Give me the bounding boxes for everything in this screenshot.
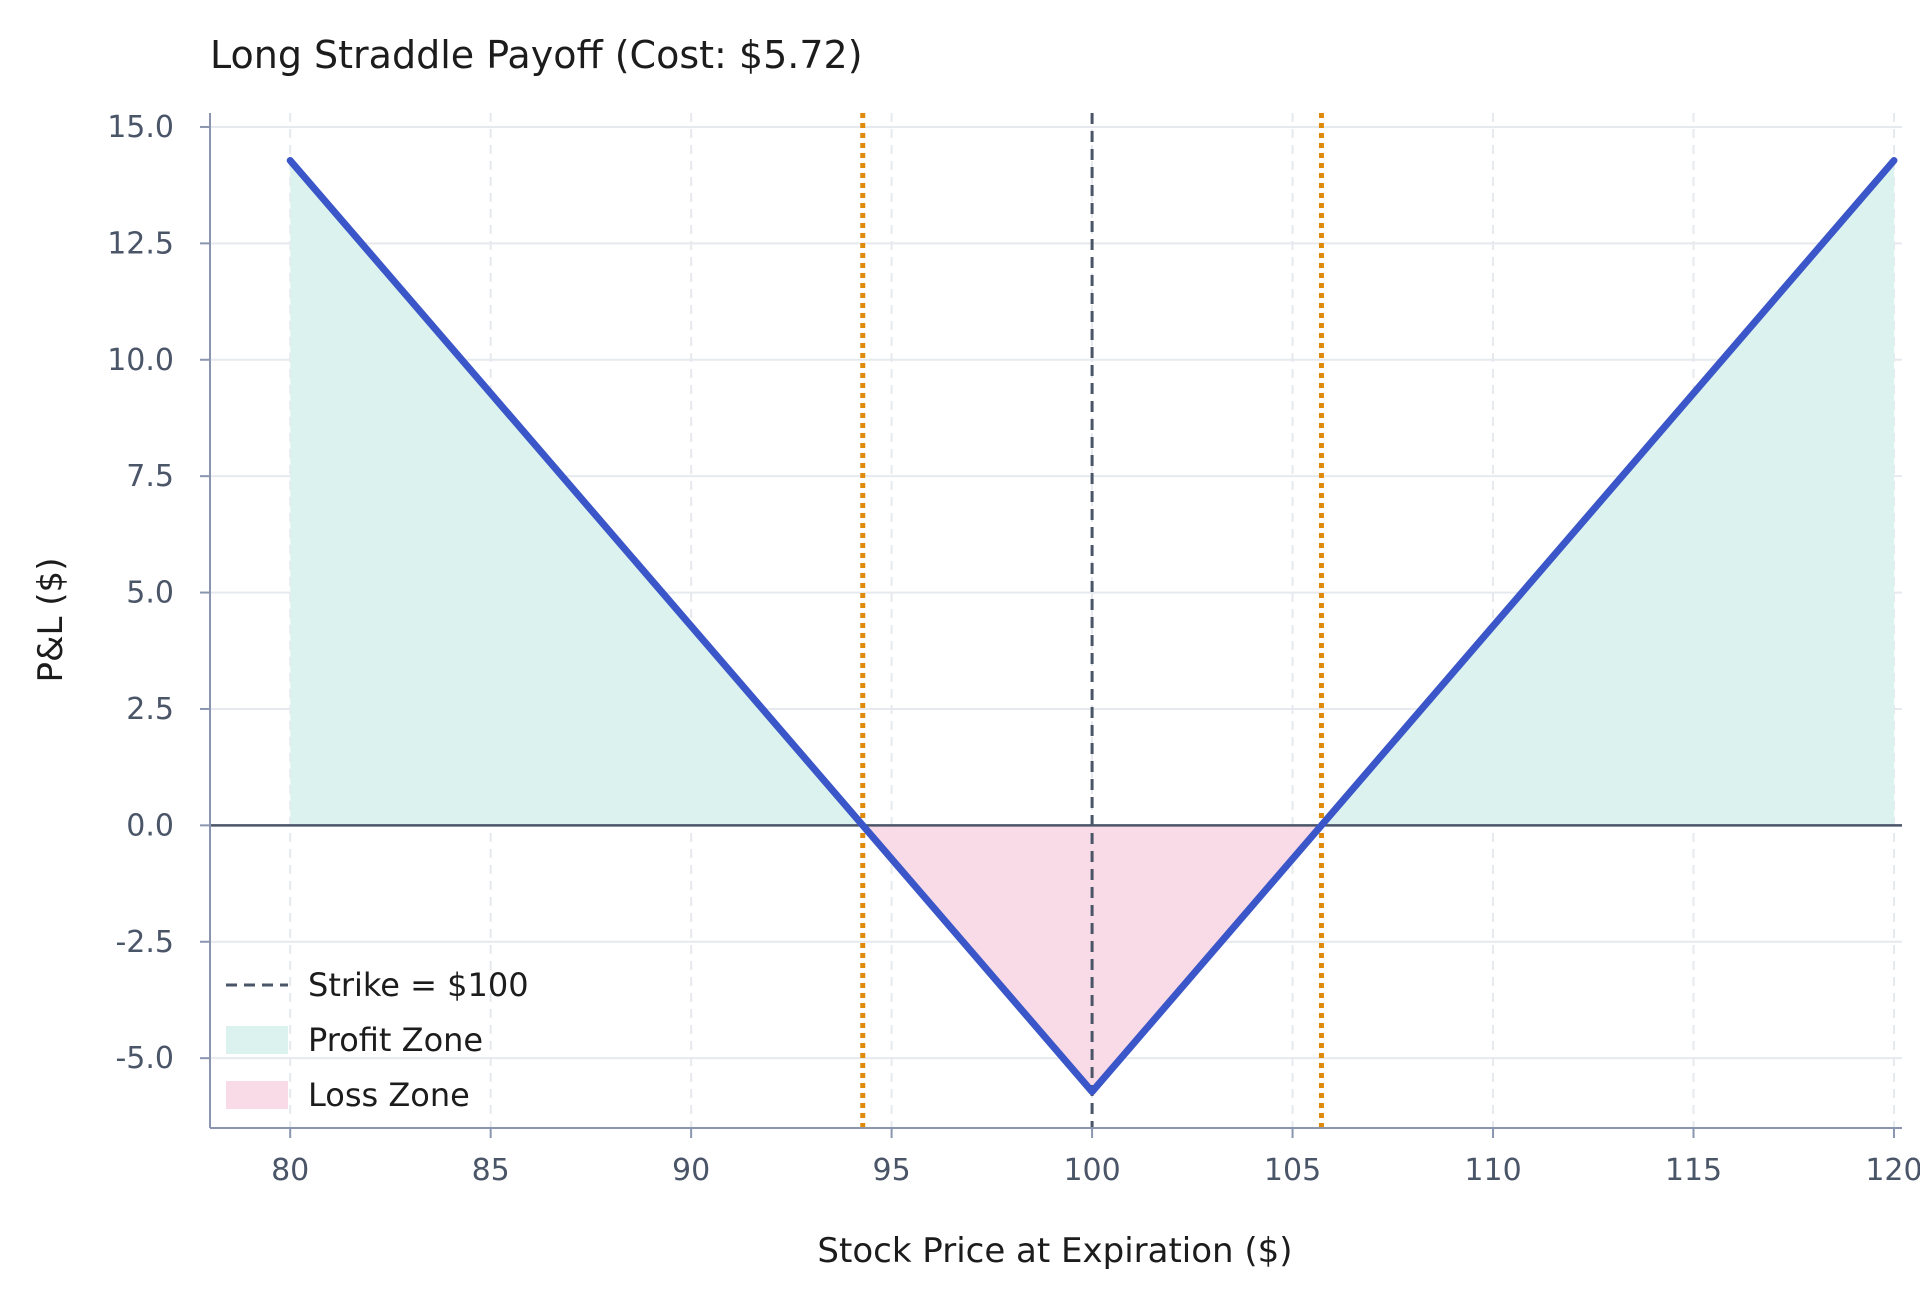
y-tick-label: 0.0 — [126, 808, 174, 843]
x-tick-label: 90 — [672, 1153, 710, 1188]
legend-label: Loss Zone — [308, 1076, 470, 1114]
x-tick-label: 100 — [1063, 1153, 1120, 1188]
y-tick-label: -2.5 — [115, 925, 174, 960]
y-tick-label: 2.5 — [126, 692, 174, 727]
reference-lines — [210, 113, 1902, 1128]
loss-zone-fill — [862, 825, 1322, 1092]
legend-loss-swatch — [226, 1081, 288, 1109]
x-tick-label: 105 — [1264, 1153, 1321, 1188]
payoff-series — [286, 156, 1898, 1096]
y-axis-title: P&L ($) — [31, 558, 71, 683]
x-tick-label: 120 — [1865, 1153, 1920, 1188]
legend-label: Profit Zone — [308, 1021, 483, 1059]
y-tick-label: -5.0 — [115, 1041, 174, 1076]
x-tick-label: 110 — [1464, 1153, 1521, 1188]
x-axis-title: Stock Price at Expiration ($) — [817, 1231, 1292, 1271]
x-tick-label: 95 — [873, 1153, 911, 1188]
x-tick-label: 115 — [1665, 1153, 1722, 1188]
y-tick-label: 10.0 — [107, 343, 174, 378]
ticks: 15.0 12.5 10.0 7.5 5.0 2.5 0.0 -2.5 -5.0 80 85 90 95… — [107, 110, 1920, 1188]
x-tick-label: 85 — [472, 1153, 510, 1188]
chart-title: Long Straddle Payoff (Cost: $5.72) — [210, 33, 863, 77]
legend: Strike = $100 Profit Zone Loss Zone — [226, 966, 529, 1114]
y-tick-label: 15.0 — [107, 110, 174, 145]
legend-profit-swatch — [226, 1026, 288, 1054]
legend-label: Strike = $100 — [308, 966, 529, 1004]
x-tick-label: 80 — [271, 1153, 309, 1188]
payoff-line — [286, 156, 1898, 1096]
y-tick-label: 5.0 — [126, 576, 174, 611]
y-tick-label: 12.5 — [107, 226, 174, 261]
axes — [209, 113, 1902, 1129]
y-tick-label: 7.5 — [126, 459, 174, 494]
